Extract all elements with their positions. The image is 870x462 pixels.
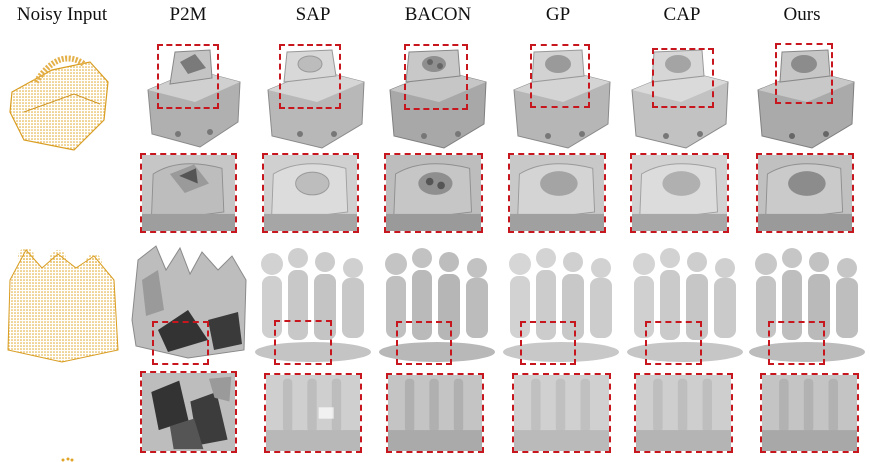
p2m-part-focus-region xyxy=(157,44,219,109)
ours-figurines-focus-region xyxy=(768,321,825,365)
gp-figurines-zoom xyxy=(512,373,611,453)
cap-part-zoom xyxy=(630,153,729,233)
header-cap: CAP xyxy=(663,4,701,25)
sap-part-zoom xyxy=(262,153,359,233)
cap-figurines-zoom xyxy=(634,373,733,453)
bacon-figurines-focus-region xyxy=(396,321,452,365)
noisy-input-part xyxy=(4,42,124,157)
header-bacon: BACON xyxy=(404,4,472,25)
sap-figurines-focus-region xyxy=(274,320,332,365)
header-sap: SAP xyxy=(295,4,331,25)
gp-part-focus-region xyxy=(530,44,590,108)
cap-part-focus-region xyxy=(652,48,714,108)
noisy-input-figurines xyxy=(2,240,124,365)
gp-part-render xyxy=(508,42,618,152)
cap-part-render xyxy=(626,42,736,152)
ours-figurines-zoom xyxy=(760,373,859,453)
p2m-figurines-focus-region xyxy=(152,321,209,365)
header-ours: Ours xyxy=(783,4,821,25)
gp-figurines-render xyxy=(500,240,622,365)
p2m-part-zoom xyxy=(140,153,237,233)
p2m-figurines-zoom xyxy=(140,371,237,453)
cap-figurines-focus-region xyxy=(645,321,702,365)
sap-part-focus-region xyxy=(279,44,341,109)
header-p2m: P2M xyxy=(169,4,207,25)
ours-part-render xyxy=(752,42,862,152)
point-cloud-fragment xyxy=(60,455,76,462)
gp-figurines-focus-region xyxy=(520,321,576,365)
sap-figurines-zoom xyxy=(264,373,362,453)
bacon-figurines-zoom xyxy=(386,373,484,453)
ours-part-focus-region xyxy=(775,43,833,104)
bacon-part-focus-region xyxy=(404,44,468,110)
header-noisy-input: Noisy Input xyxy=(16,4,108,25)
ours-part-zoom xyxy=(756,153,854,233)
gp-part-zoom xyxy=(508,153,606,233)
p2m-figurines-render xyxy=(128,240,250,365)
bacon-part-zoom xyxy=(384,153,483,233)
sap-figurines-render xyxy=(252,240,374,365)
header-gp: GP xyxy=(545,4,571,25)
